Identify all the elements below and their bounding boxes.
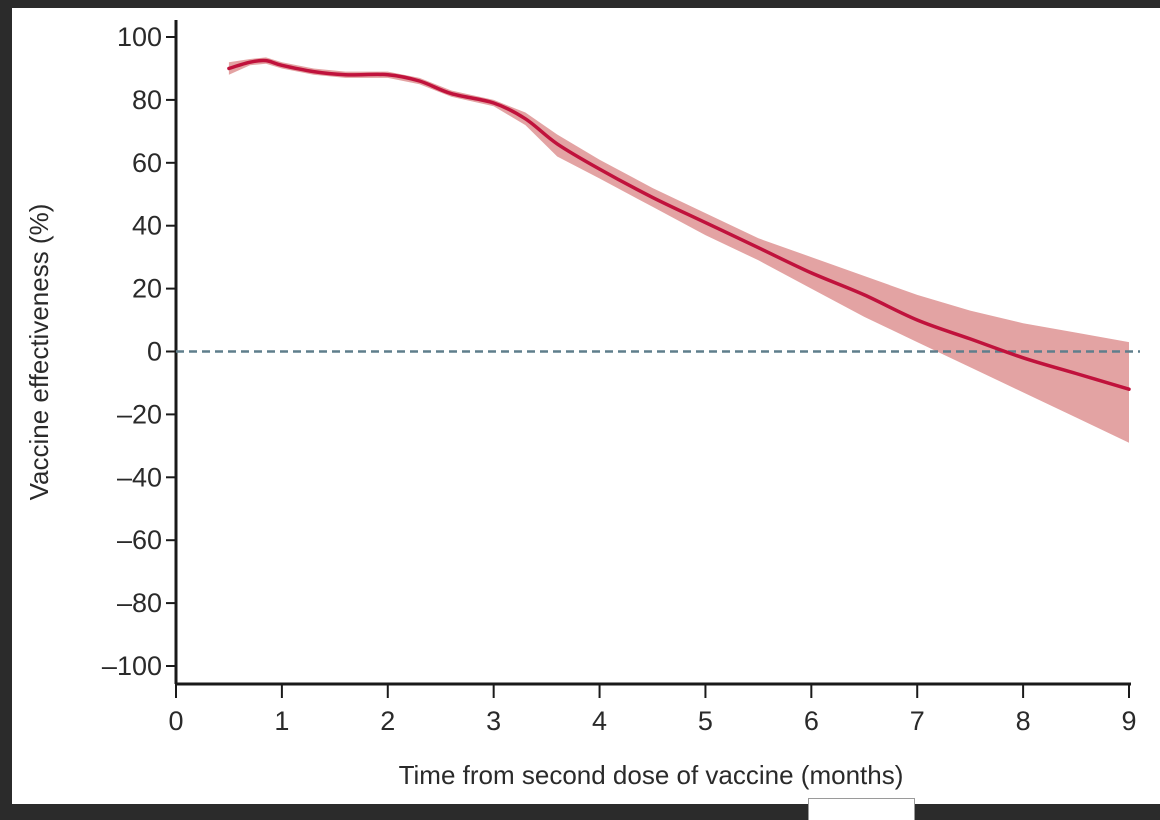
y-tick-label: –40 bbox=[117, 462, 162, 492]
x-tick-label: 0 bbox=[168, 706, 183, 736]
effectiveness-line bbox=[227, 58, 1131, 391]
x-tick-label: 8 bbox=[1016, 706, 1031, 736]
y-tick-label: 60 bbox=[132, 148, 162, 178]
x-tick-label: 9 bbox=[1121, 706, 1136, 736]
x-tick-label: 2 bbox=[380, 706, 395, 736]
x-tick-label: 6 bbox=[804, 706, 819, 736]
confidence-band bbox=[228, 57, 1129, 443]
y-tick-label: 100 bbox=[117, 22, 162, 52]
x-tick-label: 1 bbox=[274, 706, 289, 736]
y-axis-title: Vaccine effectiveness (%) bbox=[24, 204, 54, 501]
x-axis-title: Time from second dose of vaccine (months… bbox=[399, 760, 904, 790]
y-tick-label: –80 bbox=[117, 588, 162, 618]
chart-frame bbox=[12, 8, 1160, 804]
y-tick-label: –100 bbox=[102, 651, 162, 681]
y-tick-label: 20 bbox=[132, 274, 162, 304]
y-tick-label: 80 bbox=[132, 85, 162, 115]
y-tick-label: –60 bbox=[117, 525, 162, 555]
y-tick-label: 0 bbox=[147, 337, 162, 367]
y-tick-label: 40 bbox=[132, 211, 162, 241]
x-tick-label: 7 bbox=[910, 706, 925, 736]
x-tick-label: 4 bbox=[592, 706, 607, 736]
y-tick-label: –20 bbox=[117, 399, 162, 429]
tab-stub bbox=[808, 798, 915, 820]
x-tick-label: 5 bbox=[698, 706, 713, 736]
x-tick-label: 3 bbox=[486, 706, 501, 736]
